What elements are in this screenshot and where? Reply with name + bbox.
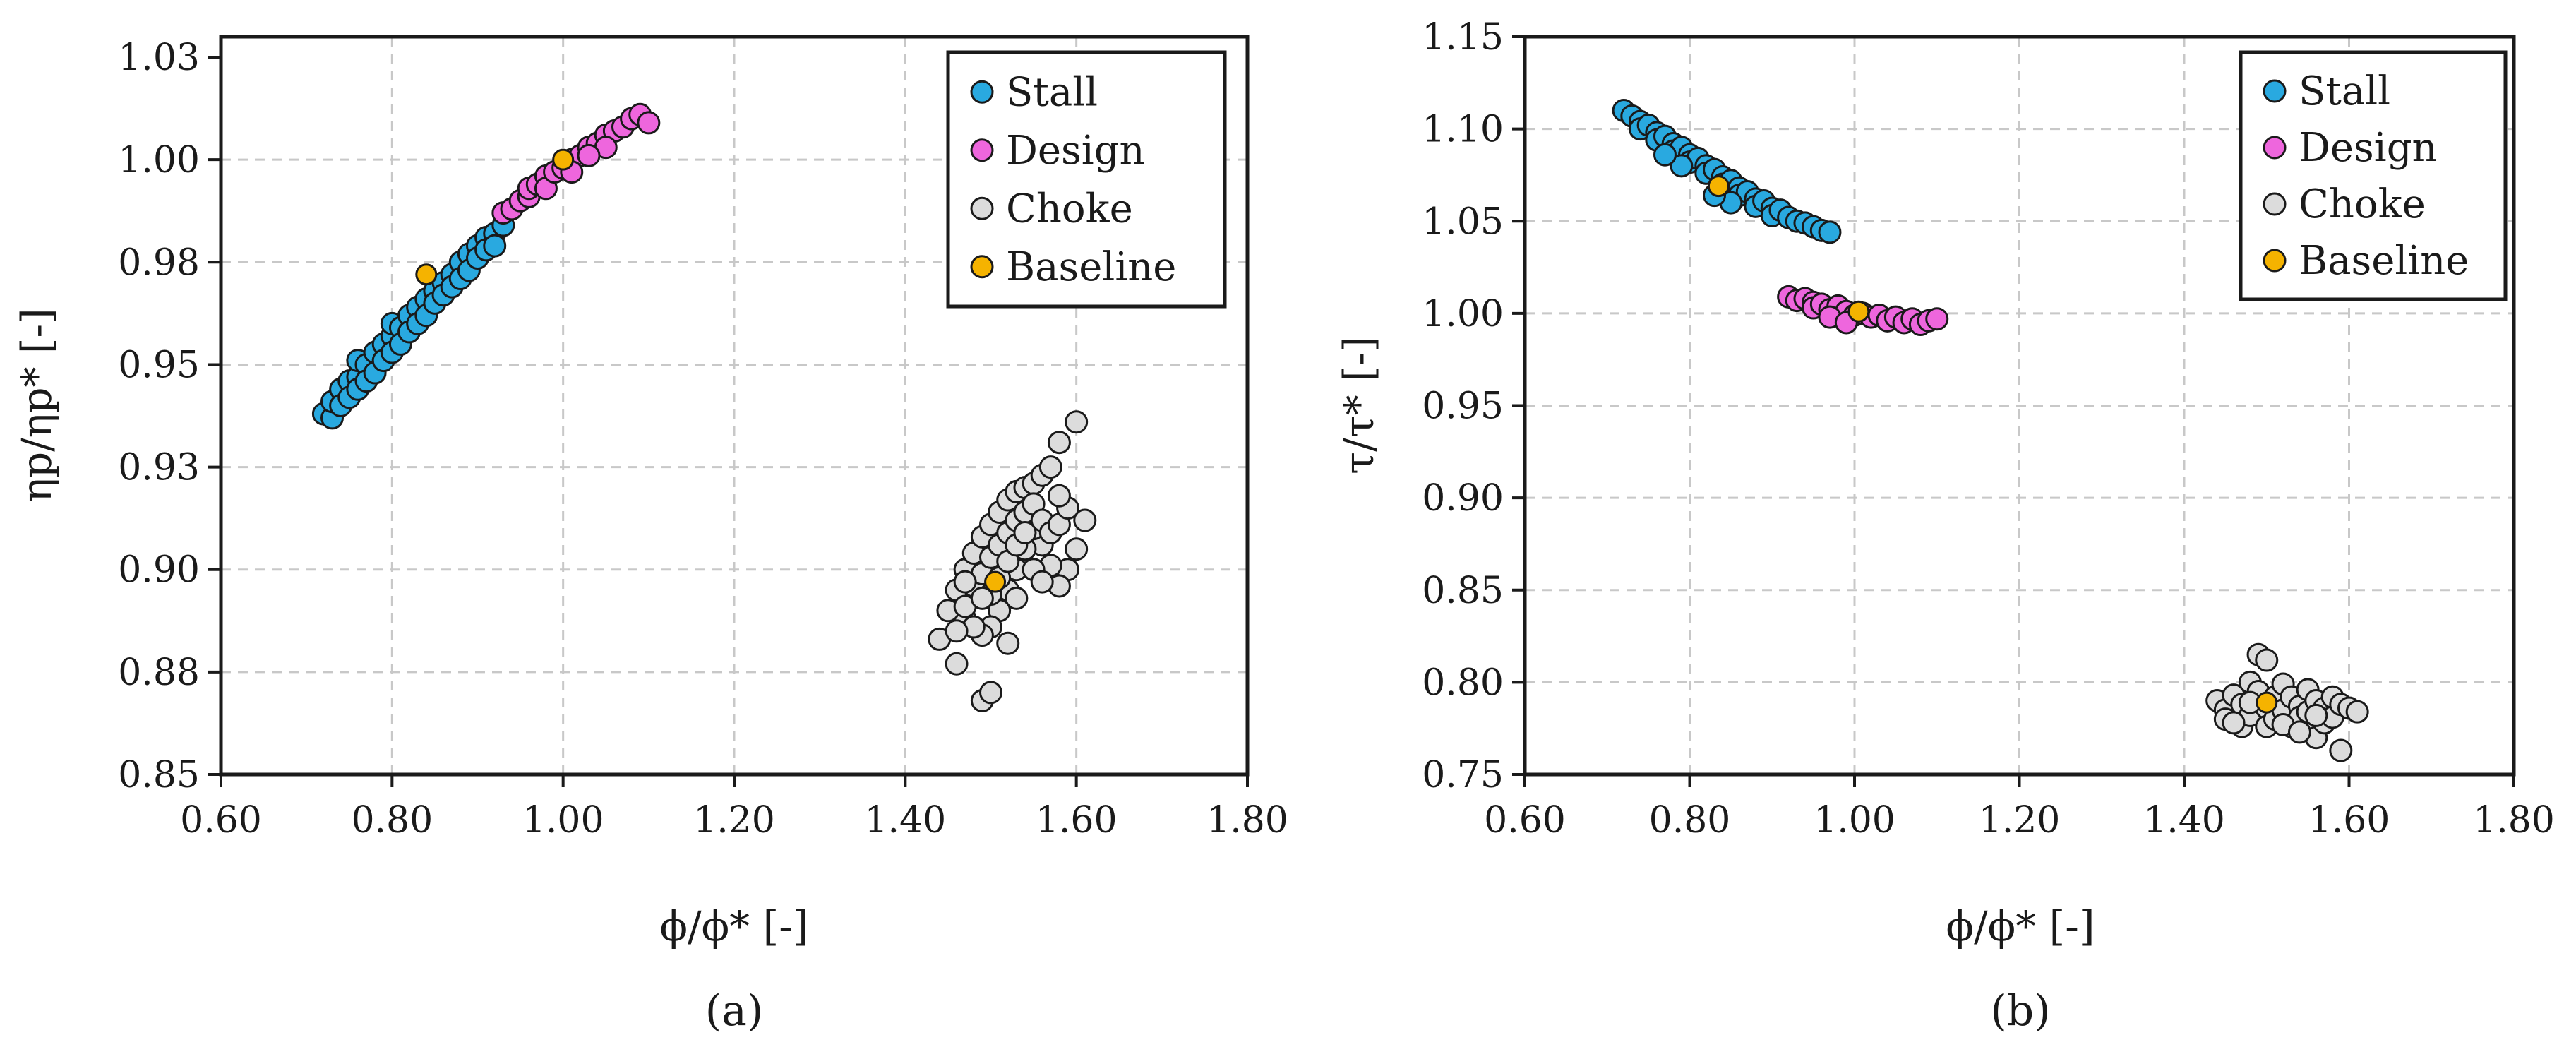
panel-a-legend-swatch-baseline (970, 255, 994, 279)
panel-a-y-axis-label: ηp/ηp* [-] (13, 308, 61, 503)
panel-b-y-tick-label: 1.00 (1422, 293, 1504, 335)
panel-a-y-tick-label: 0.85 (118, 754, 200, 796)
panel-a-x-tick-label: 1.00 (522, 799, 604, 842)
panel-a-choke-point (945, 619, 969, 643)
panel-a-baseline-marker (552, 148, 575, 171)
panel-b-choke-point (2287, 720, 2311, 744)
panel-b-y-tick-label: 0.95 (1422, 385, 1504, 428)
panel-a-legend-swatch-stall (970, 80, 994, 104)
panel-b-ticks: 0.60 0.80 1.00 1.20 1.40 1.60 1.80 0.75 0.80 0.85… (1422, 16, 2555, 842)
panel-a-choke-point (1047, 484, 1071, 508)
panel-a-x-tick-label: 0.60 (180, 799, 262, 842)
panel-a-choke-point (953, 570, 977, 594)
panel-b-y-tick-label: 1.05 (1422, 201, 1504, 243)
panel-a-choke-point (996, 631, 1020, 655)
panel-b-legend-swatch-choke (2263, 192, 2287, 216)
panel-a-y-tick-label: 0.95 (118, 344, 200, 386)
panel-b-x-tick-label: 1.20 (1979, 799, 2061, 842)
panel-a-x-axis-label: ϕ/ϕ* [-] (660, 902, 809, 950)
panel-b-choke-point (2329, 738, 2353, 762)
panel-a-y-tick-label: 0.90 (118, 549, 200, 592)
panel-a-y-tick-label: 1.00 (118, 139, 200, 181)
panel-b-x-tick-label: 1.80 (2473, 799, 2555, 842)
panel-a-chart: 0.60 0.80 1.00 1.20 1.40 1.60 1.80 0.85 0.88 0.90… (13, 35, 1288, 1036)
panel-a-y-tick-label: 0.93 (118, 447, 200, 489)
panel-b-choke-point (2255, 648, 2279, 672)
panel-a-x-tick-label: 1.60 (1036, 799, 1118, 842)
panel-b-legend-label-baseline: Baseline (2299, 238, 2469, 284)
panel-a-points (311, 102, 1097, 712)
panel-b-y-tick-label: 1.10 (1422, 109, 1504, 151)
panel-b-legend-swatch-design (2263, 136, 2287, 160)
panel-b-legend-swatch-stall (2263, 79, 2287, 103)
panel-a-y-tick-label: 0.88 (118, 652, 200, 694)
panel-b-choke-point (2222, 711, 2246, 735)
panel-a-legend-label-stall: Stall (1006, 69, 1098, 115)
panel-b-legend-label-choke: Choke (2299, 181, 2426, 227)
panel-a-choke-point (1065, 410, 1089, 434)
panel-a-x-tick-label: 1.40 (864, 799, 946, 842)
panel-a-y-tick-label: 0.98 (118, 241, 200, 284)
panel-a-choke-point (1073, 508, 1097, 532)
panel-a-design-point (577, 143, 601, 167)
panel-a-choke-point (945, 652, 969, 676)
panel-b-label: (b) (1990, 986, 2050, 1036)
panel-a-label: (a) (705, 986, 764, 1036)
panel-a-stall-point (483, 234, 507, 258)
panel-b-stall-point (1653, 143, 1677, 167)
panel-a-legend: Stall Design Choke Baseline (946, 50, 1227, 309)
panel-b-x-tick-label: 0.60 (1484, 799, 1566, 842)
panel-b-legend-swatch-baseline (2263, 249, 2287, 273)
panel-b-y-tick-label: 0.75 (1422, 754, 1504, 796)
panel-a-choke-point (1013, 520, 1037, 544)
panel-a-legend-label-choke: Choke (1006, 186, 1133, 232)
panel-b-legend-label-design: Design (2299, 125, 2438, 171)
panel-a-choke-point (1038, 455, 1062, 479)
panel-a-legend-label-design: Design (1006, 128, 1145, 174)
panel-b-choke-point (2304, 703, 2328, 727)
panel-b-baseline-marker (1707, 175, 1730, 198)
panel-a-ticks: 0.60 0.80 1.00 1.20 1.40 1.60 1.80 0.85 0.88 0.90… (118, 37, 1288, 842)
panel-a-legend-swatch-design (970, 138, 994, 162)
panel-b-design-point (1925, 307, 1949, 331)
panel-a-legend-swatch-choke (970, 196, 994, 220)
panel-b-x-tick-label: 1.60 (2308, 799, 2390, 842)
panel-b-stall-point (1670, 154, 1694, 178)
panel-b-choke-point (2345, 700, 2369, 724)
panel-b-x-axis-label: ϕ/ϕ* [-] (1946, 902, 2095, 950)
panel-a-design-point (637, 111, 661, 135)
panel-b-points (1612, 99, 2369, 762)
panel-a-x-tick-label: 1.20 (693, 799, 775, 842)
panel-a-baseline-marker (984, 570, 1007, 593)
panel-b-x-tick-label: 1.40 (2143, 799, 2225, 842)
panel-a-choke-point (1005, 586, 1029, 610)
panel-b-y-tick-label: 0.85 (1422, 570, 1504, 612)
panel-b-x-tick-label: 1.00 (1814, 799, 1895, 842)
panel-a-baseline-marker (415, 263, 438, 286)
panel-a-legend-label-baseline: Baseline (1006, 244, 1176, 290)
panel-b-legend-label-stall: Stall (2299, 68, 2390, 114)
panel-a-choke-point (1030, 570, 1054, 594)
panel-b-x-tick-label: 0.80 (1649, 799, 1731, 842)
panel-b-stall-point (1818, 220, 1842, 244)
panel-a-choke-point (970, 586, 994, 610)
panel-a-x-tick-label: 1.80 (1206, 799, 1288, 842)
panel-a-x-tick-label: 0.80 (351, 799, 433, 842)
panel-b-y-tick-label: 1.15 (1422, 16, 1504, 59)
panel-b-y-tick-label: 0.90 (1422, 477, 1504, 520)
panel-a-choke-point (1047, 431, 1071, 455)
panel-b-legend: Stall Design Choke Baseline (2239, 50, 2508, 301)
panel-a-choke-point (1065, 537, 1089, 561)
panel-a-legend-box (946, 50, 1227, 309)
panel-b-y-tick-label: 0.80 (1422, 662, 1504, 704)
panel-b-baseline-marker (1847, 300, 1870, 323)
panel-b-y-axis-label: τ/τ* [-] (1335, 336, 1383, 474)
panel-a-choke-point (979, 681, 1002, 705)
panel-a-y-tick-label: 1.03 (118, 37, 200, 79)
panel-b-chart: 0.60 0.80 1.00 1.20 1.40 1.60 1.80 0.75 0.80 0.85… (1335, 16, 2555, 1036)
panel-b-baseline-marker (2256, 691, 2278, 714)
